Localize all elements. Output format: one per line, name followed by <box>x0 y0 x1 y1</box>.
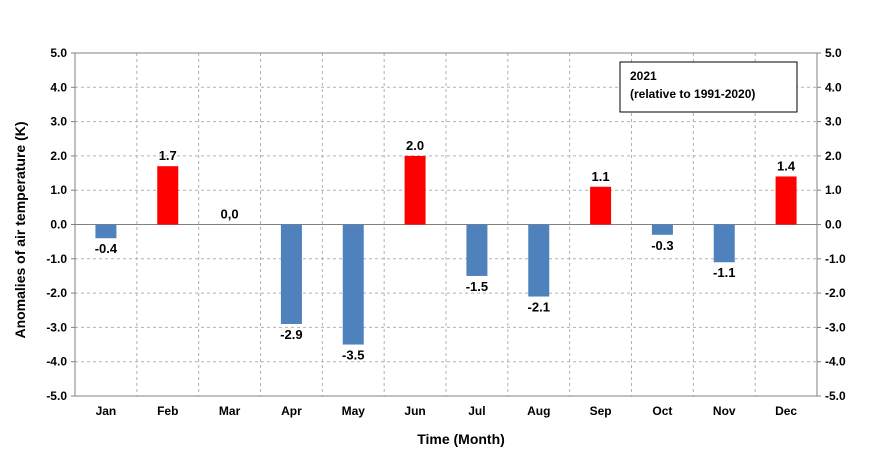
data-label-feb: 1.7 <box>159 148 177 163</box>
y-tick-label-left: 1.0 <box>50 183 67 197</box>
annotation-box: 2021 (relative to 1991-2020) <box>619 61 798 113</box>
y-tick-label-right: 1.0 <box>825 183 842 197</box>
y-tick-label-right: -2.0 <box>825 286 846 300</box>
y-tick-label-left: 3.0 <box>50 115 67 129</box>
bar-layer <box>95 155 797 345</box>
y-tick-label-left: 5.0 <box>50 46 67 60</box>
y-tick-label-right: 3.0 <box>825 115 842 129</box>
data-label-may: -3.5 <box>342 348 364 363</box>
bar-feb <box>157 166 179 225</box>
x-tick-label: Jun <box>404 404 425 418</box>
bar-nov <box>713 224 735 263</box>
data-label-jun: 2.0 <box>406 138 424 153</box>
tick-layer: 5.0 5.0 4.0 4.0 3.0 3.0 2.0 2.0 1.0 1.0 0.0 0.0 -1.0… <box>46 46 846 418</box>
x-tick-label: Oct <box>652 404 672 418</box>
data-label-oct: -0.3 <box>651 238 673 253</box>
y-tick-label-left: -2.0 <box>46 286 67 300</box>
x-axis-title: Time (Month) <box>417 431 505 447</box>
bar-jun <box>404 155 426 225</box>
y-tick-label-left: -5.0 <box>46 389 67 403</box>
x-tick-label: Dec <box>775 404 797 418</box>
data-label-aug: -2.1 <box>528 300 550 315</box>
bar-sep <box>590 186 612 225</box>
data-label-mar: 0,0 <box>221 207 239 222</box>
y-tick-label-right: 5.0 <box>825 46 842 60</box>
bar-apr <box>280 224 302 324</box>
bar-dec <box>775 176 797 225</box>
x-tick-label: May <box>342 404 366 418</box>
y-tick-label-right: -4.0 <box>825 355 846 369</box>
annotation-reference: (relative to 1991-2020) <box>630 87 755 101</box>
y-tick-label-left: 4.0 <box>50 80 67 94</box>
y-tick-label-right: 0.0 <box>825 218 842 232</box>
x-tick-label: Sep <box>590 404 612 418</box>
annotation-year: 2021 <box>630 69 657 83</box>
bar-oct <box>651 224 673 235</box>
x-tick-label: Jan <box>96 404 117 418</box>
x-tick-label: Feb <box>157 404 178 418</box>
y-tick-label-left: 0.0 <box>50 218 67 232</box>
y-tick-label-left: -3.0 <box>46 320 67 334</box>
y-tick-label-right: -1.0 <box>825 252 846 266</box>
y-axis-title: Anomalies of air temperature (K) <box>12 121 28 338</box>
data-label-dec: 1.4 <box>777 158 796 173</box>
x-tick-label: Nov <box>713 404 736 418</box>
x-tick-label: Mar <box>219 404 241 418</box>
data-label-jan: -0.4 <box>95 241 118 256</box>
y-tick-label-right: -5.0 <box>825 389 846 403</box>
y-tick-label-right: -3.0 <box>825 320 846 334</box>
y-tick-label-left: 2.0 <box>50 149 67 163</box>
y-tick-label-left: -1.0 <box>46 252 67 266</box>
data-label-sep: 1.1 <box>592 169 610 184</box>
bar-aug <box>528 224 550 297</box>
bar-jul <box>466 224 488 276</box>
x-tick-label: Aug <box>527 404 550 418</box>
y-tick-label-left: -4.0 <box>46 355 67 369</box>
y-tick-label-right: 2.0 <box>825 149 842 163</box>
data-label-nov: -1.1 <box>713 265 735 280</box>
x-tick-label: Jul <box>468 404 485 418</box>
x-tick-label: Apr <box>281 404 302 418</box>
data-label-apr: -2.9 <box>280 327 302 342</box>
y-tick-label-right: 4.0 <box>825 80 842 94</box>
data-label-jul: -1.5 <box>466 279 488 294</box>
bar-may <box>342 224 364 345</box>
bar-jan <box>95 224 117 239</box>
label-layer: -0.4 1.7 0,0 -2.9 -3.5 2.0 -1.5 -2.1 1.1 -0.3 -1.1… <box>95 138 796 363</box>
